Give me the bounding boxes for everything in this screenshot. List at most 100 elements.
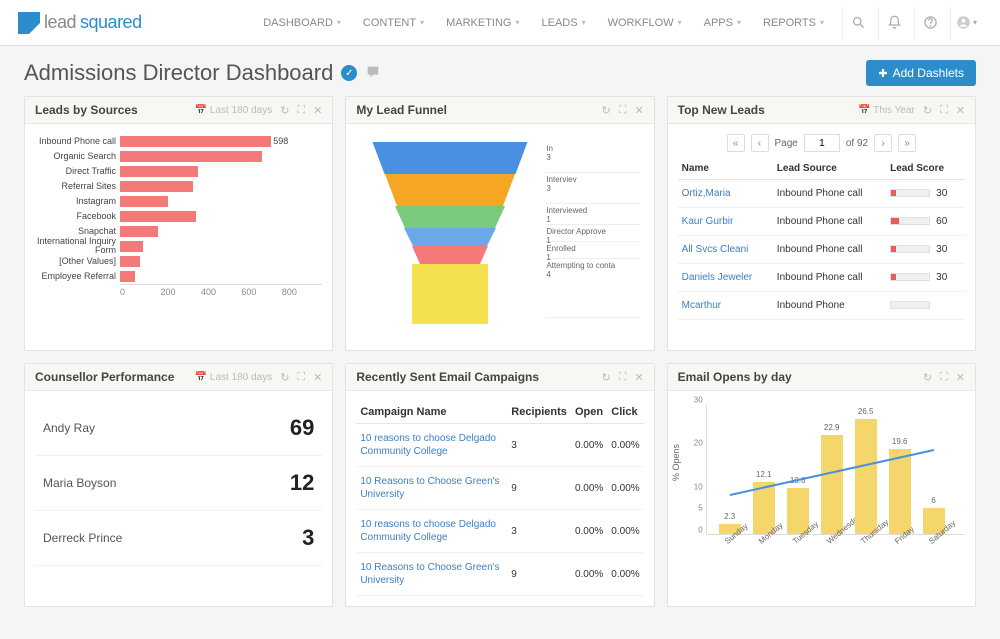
gear-icon[interactable]: ✕ [313,104,322,117]
y-tick: 20 [694,439,703,448]
card-title: Recently Sent Email Campaigns [356,370,539,384]
funnel-label: In3 [546,142,639,173]
column-header[interactable]: Lead Score [886,158,965,180]
verified-icon: ✓ [341,65,357,81]
bell-icon[interactable] [878,7,910,39]
comment-icon[interactable] [365,60,381,86]
nav-item-marketing[interactable]: MARKETING ▾ [438,11,527,35]
pager-label: Page [775,138,798,149]
card-title: Top New Leads [678,103,765,117]
pager-next-button[interactable]: › [874,134,892,152]
refresh-icon[interactable]: ↻ [280,104,289,117]
column-header[interactable]: Campaign Name [356,401,507,424]
page-title: Admissions Director Dashboard ✓ [24,60,381,86]
nav-item-reports[interactable]: REPORTS ▾ [755,11,832,35]
gear-icon[interactable]: ✕ [634,371,643,384]
table-row: McarthurInbound Phone [678,292,965,320]
funnel-segment [412,264,488,324]
pager-prev-button[interactable]: ‹ [751,134,769,152]
campaign-link[interactable]: 10 Reasons to Choose Green's University [360,562,499,586]
nav-item-workflow[interactable]: WORKFLOW ▾ [600,11,690,35]
y-tick: 0 [698,526,702,535]
campaign-link[interactable]: 10 reasons to choose Delgado Community C… [360,519,496,543]
column-header[interactable]: Click [607,401,643,424]
pager-last-button[interactable]: » [898,134,916,152]
column-header[interactable]: Lead Source [773,158,886,180]
range-label[interactable]: 📅 This Year [858,105,915,116]
refresh-icon[interactable]: ↻ [602,371,611,384]
refresh-icon[interactable]: ↻ [923,371,932,384]
y-tick: 30 [694,396,703,405]
pager-of-label: of 92 [846,138,868,149]
refresh-icon[interactable]: ↻ [923,104,932,117]
logo[interactable]: leadsquared [18,12,142,34]
lead-name-link[interactable]: All Svcs Cleani [682,244,749,255]
range-label[interactable]: 📅 Last 180 days [195,105,273,116]
card-title: Email Opens by day [678,370,792,384]
lead-name-link[interactable]: Kaur Gurbir [682,216,734,227]
expand-icon[interactable]: ⛶ [619,104,627,117]
column-header[interactable]: Open [571,401,607,424]
gear-icon[interactable]: ✕ [313,371,322,384]
funnel-segment [395,206,505,228]
help-icon[interactable] [914,7,946,39]
expand-icon[interactable]: ⛶ [297,371,305,384]
logo-text-lead: lead [44,12,76,33]
nav-item-apps[interactable]: APPS ▾ [696,11,749,35]
y-tick: 5 [698,504,702,513]
table-row: Ortiz,MariaInbound Phone call30 [678,180,965,208]
funnel-segment [412,246,488,264]
column-header[interactable]: Recipients [507,401,571,424]
lead-name-link[interactable]: Daniels Jeweler [682,272,753,283]
funnel-label: Enrolled1 [546,242,639,259]
top-leads-table: NameLead SourceLead Score Ortiz,MariaInb… [678,158,965,320]
funnel-segment [373,142,528,174]
nav-item-leads[interactable]: LEADS ▾ [534,11,594,35]
funnel-label: Interviewed1 [546,204,639,225]
column-header[interactable]: Name [678,158,773,180]
performance-row: Andy Ray69 [35,401,322,456]
pager-first-button[interactable]: « [727,134,745,152]
expand-icon[interactable]: ⛶ [619,371,627,384]
bar-row: Inbound Phone call598 [35,134,322,148]
performance-row: Maria Boyson12 [35,456,322,511]
bar-row: International Inquiry Form [35,239,322,253]
gear-icon[interactable]: ✕ [634,104,643,117]
funnel-chart [360,142,540,332]
nav-item-content[interactable]: CONTENT ▾ [355,11,432,35]
search-icon[interactable] [842,7,874,39]
funnel-label: Attempting to conta4 [546,259,639,318]
logo-mark-icon [18,12,40,34]
bar-row: Employee Referral [35,269,322,283]
card-title: Leads by Sources [35,103,138,117]
expand-icon[interactable]: ⛶ [940,104,948,117]
funnel-segment [404,228,496,246]
gear-icon[interactable]: ✕ [956,104,965,117]
add-dashlets-button[interactable]: Add Dashlets [866,60,976,86]
funnel-segment [385,174,515,206]
expand-icon[interactable]: ⛶ [940,371,948,384]
logo-text-squared: squared [80,12,142,33]
bar-row: [Other Values] [35,254,322,268]
funnel-legend: In3Interviev3Interviewed1Director Approv… [540,142,639,332]
y-tick: 10 [694,482,703,491]
range-label[interactable]: 📅 Last 180 days [195,372,273,383]
campaign-link[interactable]: 10 Reasons to Choose Green's University [360,476,499,500]
nav-item-dashboard[interactable]: DASHBOARD ▾ [255,11,349,35]
table-row: 10 Reasons to Choose Green's University9… [356,553,643,596]
table-row: Kaur GurbirInbound Phone call60 [678,208,965,236]
lead-name-link[interactable]: Mcarthur [682,300,721,311]
gear-icon[interactable]: ✕ [956,371,965,384]
refresh-icon[interactable]: ↻ [280,371,289,384]
refresh-icon[interactable]: ↻ [602,104,611,117]
table-row: 10 Reasons to Choose Green's University9… [356,467,643,510]
campaign-link[interactable]: 10 reasons to choose Delgado Community C… [360,433,496,457]
pager-input[interactable] [804,134,840,152]
lead-name-link[interactable]: Ortiz,Maria [682,188,731,199]
expand-icon[interactable]: ⛶ [297,104,305,117]
funnel-label: Interviev3 [546,173,639,204]
table-row: 10 reasons to choose Delgado Community C… [356,424,643,467]
pager: « ‹ Page of 92 › » [678,134,965,152]
email-opens-chart: % Opens 051020302.3Sunday12.1Monday10.6T… [678,401,965,571]
user-icon[interactable]: ▾ [950,7,982,39]
